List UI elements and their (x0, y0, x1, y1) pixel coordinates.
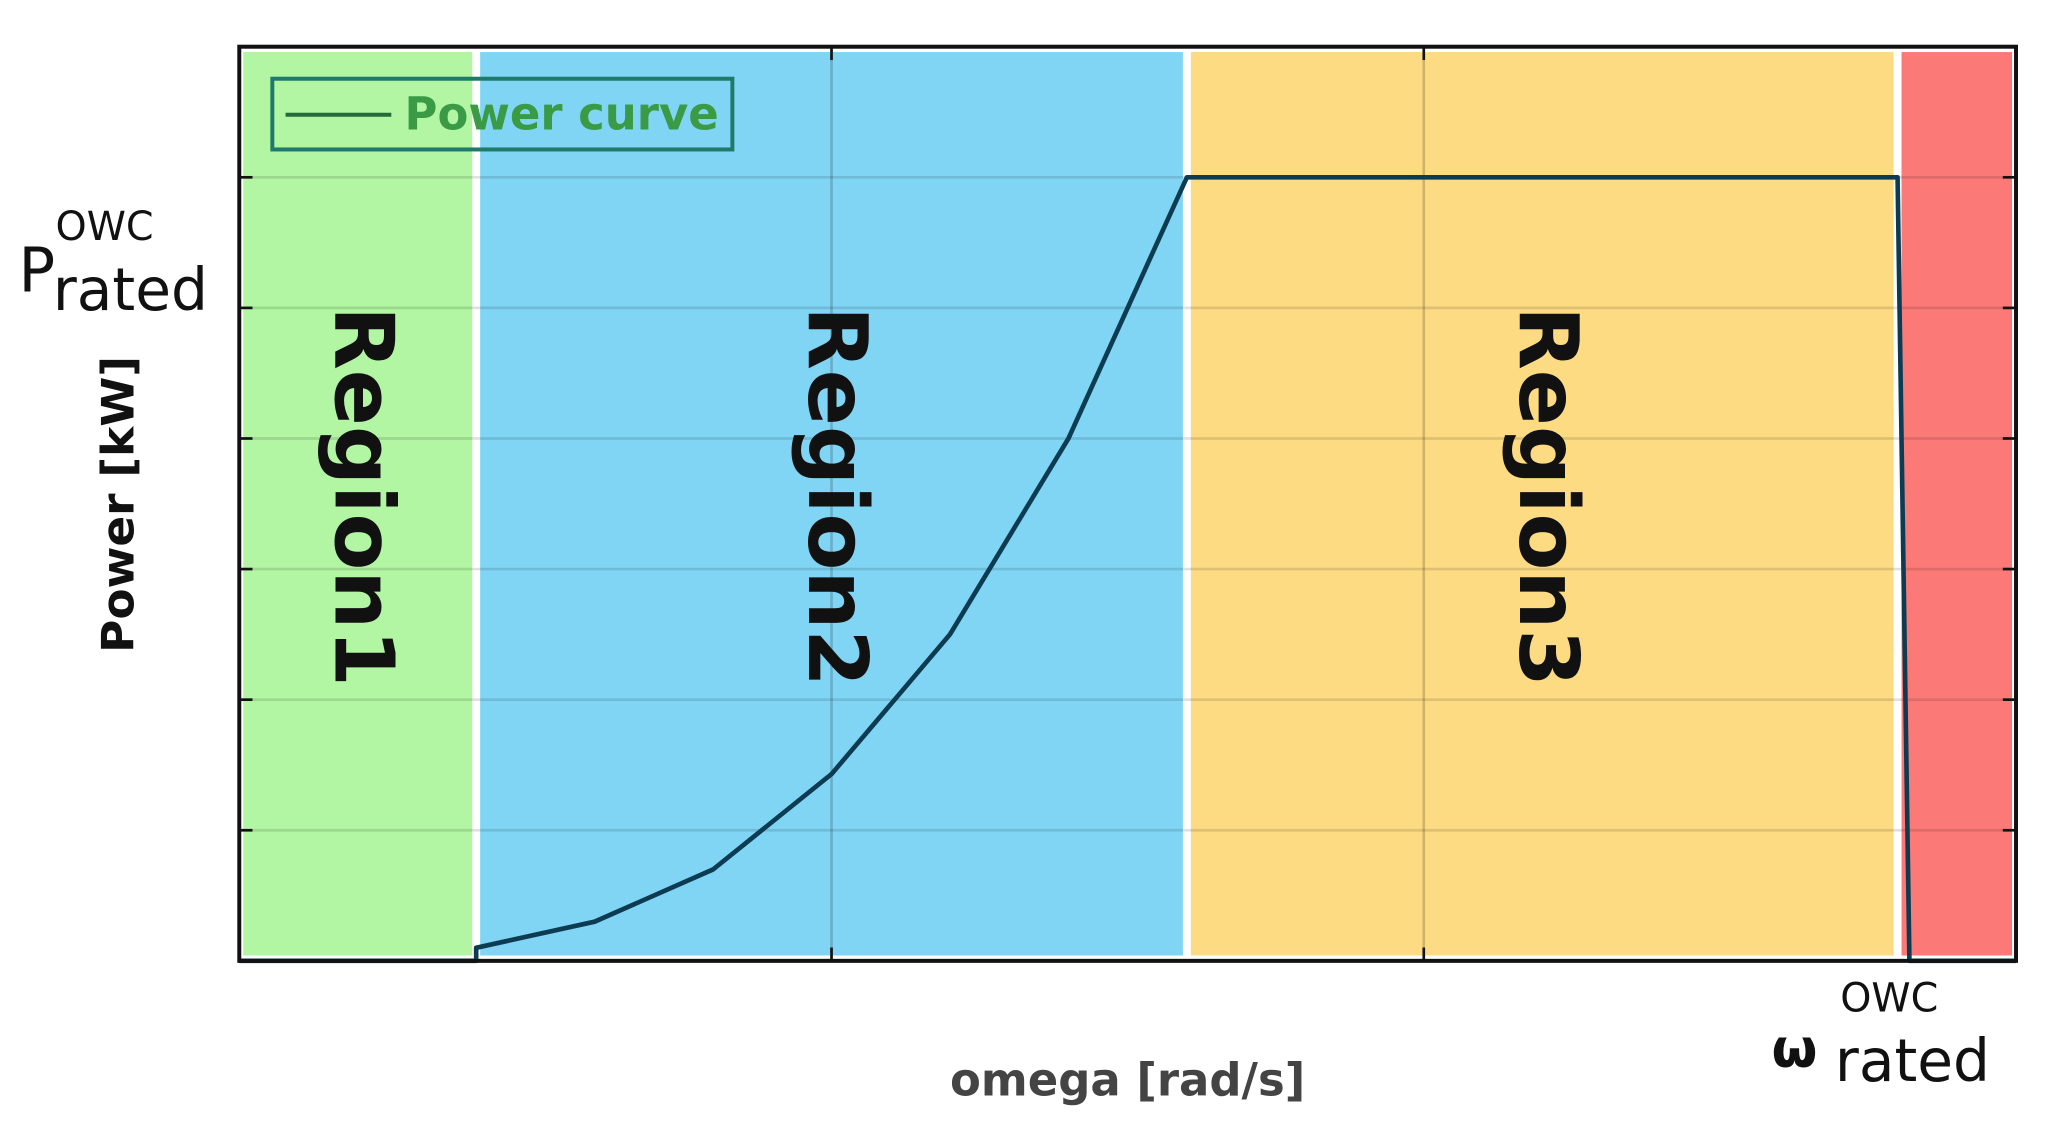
power-curve (239, 174, 2017, 964)
region-band (480, 52, 1183, 956)
region-label: Region3 (1500, 306, 1595, 687)
x-axis-label: omega [rad/s] (950, 1053, 1305, 1106)
annotation-sup: OWC (1840, 975, 1938, 1021)
y-annotation: P OWC rated (19, 204, 208, 324)
y-axis-label: Power [kW] (92, 356, 145, 653)
region-label: Region2 (789, 306, 884, 687)
annotation-main: P (19, 235, 56, 306)
region-band (1190, 52, 1894, 956)
annotation-sub: rated (1835, 1027, 1990, 1095)
legend-box (270, 76, 735, 152)
plot-frame (237, 44, 2019, 963)
region-label: Region1 (315, 306, 410, 687)
region-band (1901, 52, 2013, 956)
annotation-sup: OWC (56, 204, 154, 250)
annotation-sub: rated (53, 256, 208, 324)
region-band (243, 52, 473, 956)
annotation-main: ω (1771, 1017, 1817, 1079)
x-annotation: ω OWC rated (1771, 975, 1990, 1095)
legend-label: Power curve (405, 87, 719, 140)
